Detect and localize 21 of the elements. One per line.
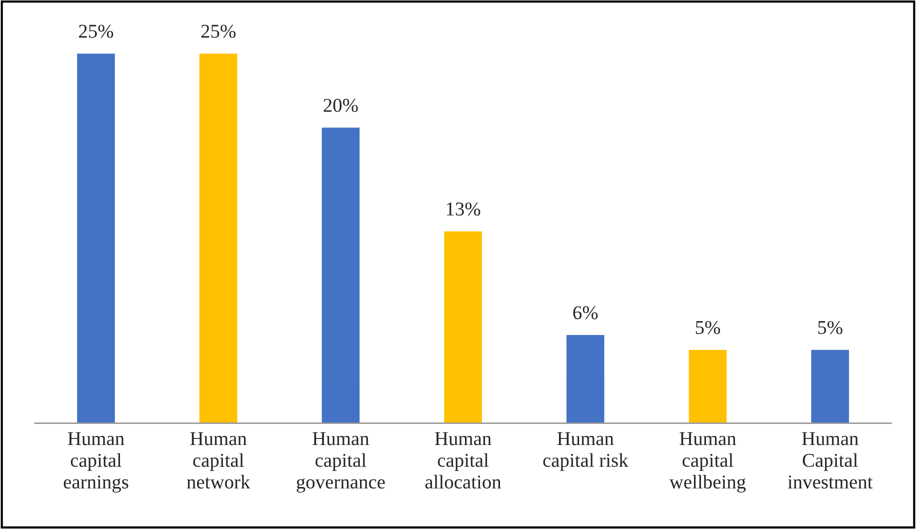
bar [687, 348, 728, 424]
data-label: 20% [324, 98, 358, 112]
x-tick-label: Human Capital investment [788, 432, 873, 489]
x-tick-label: Human capital network [186, 432, 250, 489]
data-label: 6% [573, 306, 598, 320]
data-label: 5% [696, 320, 720, 334]
data-label: 25% [201, 24, 236, 38]
data-label: 13% [446, 202, 480, 216]
bar [565, 334, 606, 424]
x-tick-label: Human capital risk [543, 432, 628, 471]
x-tick-label: Human capital wellbeing [669, 432, 746, 493]
data-label: 25% [79, 24, 114, 38]
bar [442, 230, 484, 424]
bar [320, 126, 361, 424]
x-tick-label: Human capital governance [296, 432, 385, 493]
bar [76, 52, 116, 424]
x-tick-label: Human capital earnings [64, 432, 128, 493]
bar [198, 52, 239, 424]
bar [810, 348, 850, 424]
x-tick-label: Human capital allocation [425, 432, 502, 489]
data-label: 5% [818, 320, 842, 334]
